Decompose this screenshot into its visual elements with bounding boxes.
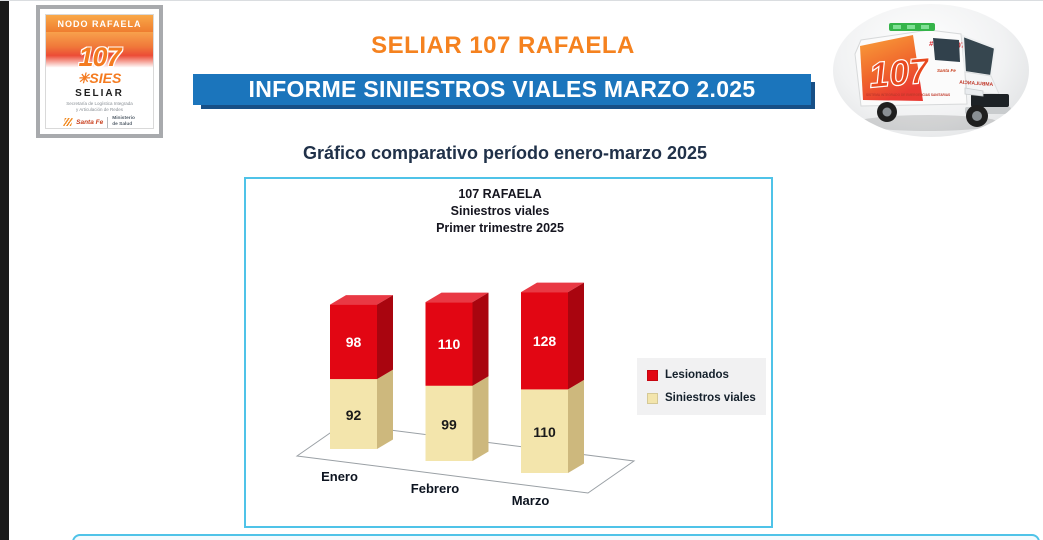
- bar-front-face: [330, 379, 377, 449]
- santa-fe-logo-text: Santa Fe: [76, 118, 104, 126]
- bar-side-face: [472, 376, 489, 461]
- legend-swatch: [647, 369, 658, 381]
- sies-text: SIES: [89, 70, 122, 87]
- bar-front-face: [521, 292, 568, 390]
- legend-swatch: [647, 392, 658, 404]
- left-edge-bar: [0, 1, 9, 540]
- chart-title-line2: Siniestros viales: [450, 204, 550, 218]
- badge-card: NODO RAFAELA 107 ✳SIES SELIAR Secretaría…: [45, 14, 154, 129]
- page-title: SELIAR 107 RAFAELA: [371, 32, 635, 59]
- headlight: [964, 87, 984, 97]
- hood-mirrored-text: AMBULANCIA: [959, 80, 994, 88]
- chart-value-label: 110: [438, 336, 461, 352]
- ministerio-line2: de Salud: [112, 122, 133, 128]
- badge-footer: Santa Fe Ministerio de Salud: [46, 116, 153, 128]
- bar-top-face: [425, 292, 489, 303]
- chart-title-line1: 107 RAFAELA: [458, 187, 542, 201]
- van-side-number: 107: [867, 49, 932, 95]
- chart-value-label: Marzo: [512, 493, 550, 508]
- badge-subtitle: Secretaría de Logística Integrada y Arti…: [46, 101, 153, 113]
- chart-value-label: 110: [533, 424, 556, 440]
- legend-item: Lesionados: [647, 369, 756, 381]
- van-santa-fe-text: Santa Fe: [937, 68, 956, 73]
- bar-front-face: [425, 385, 473, 461]
- chart-value-label: 128: [533, 333, 557, 349]
- section-heading: Gráfico comparativo período enero-marzo …: [302, 143, 708, 163]
- legend-label: Lesionados: [665, 369, 729, 381]
- ambulance-photo: 107 #SIES 107 SISTEMA INTEGRADO DE EMERG…: [833, 4, 1029, 137]
- bar-front-face: [425, 302, 473, 386]
- lightbar-segment: [907, 25, 915, 29]
- bottom-section-bar: [72, 534, 1040, 540]
- windshield: [961, 34, 997, 78]
- bar-side-face: [472, 292, 489, 386]
- bar-side-face: [568, 379, 584, 473]
- badge-footer-divider: [107, 116, 109, 128]
- front-grille: [971, 94, 1009, 107]
- side-orange-graphic: [860, 35, 923, 101]
- badge-subtitle-line2: y Articulación de Redes: [75, 107, 124, 113]
- santa-fe-flame-icon: [63, 118, 73, 127]
- rear-wheel-hub: [882, 107, 892, 117]
- bar-front-face: [521, 389, 568, 473]
- chart-value-label: Enero: [321, 469, 358, 484]
- nodo-rafaela-badge: NODO RAFAELA 107 ✳SIES SELIAR Secretaría…: [36, 5, 163, 138]
- cab-side-window: [933, 38, 960, 62]
- chart-legend: Lesionados Siniestros viales: [637, 358, 766, 415]
- stacked-bar-chart: 98 92 Enero 110 99 Febrero 128 110 Marzo: [295, 282, 636, 508]
- ministerio-line1: Ministerio: [112, 116, 135, 122]
- badge-sies-brand: ✳SIES: [46, 71, 153, 86]
- bar-top-face: [521, 282, 584, 293]
- chart-value-label: 99: [441, 416, 457, 432]
- sies-star-icon: ✳: [77, 70, 90, 87]
- front-wheel-hub: [972, 111, 982, 121]
- bar-side-face: [377, 295, 393, 380]
- van-side-caption: SISTEMA INTEGRADO DE EMERGENCIAS SANITAR…: [866, 93, 950, 97]
- chart-value-label: Febrero: [411, 481, 459, 496]
- badge-seliar-name: SELIAR: [75, 88, 124, 100]
- chart-value-label: 98: [346, 334, 362, 350]
- report-banner: INFORME SINIESTROS VIALES MARZO 2.025: [193, 74, 811, 105]
- legend-label: Siniestros viales: [665, 392, 756, 404]
- bar-side-face: [568, 282, 584, 390]
- lightbar-segment: [921, 25, 929, 29]
- bar-top-face: [330, 295, 393, 305]
- legend-item: Siniestros viales: [647, 392, 756, 404]
- ministerio-salud-text: Ministerio de Salud: [112, 116, 135, 128]
- lightbar-segment: [893, 25, 901, 29]
- ambulance-illustration: 107 #SIES 107 SISTEMA INTEGRADO DE EMERG…: [854, 23, 1011, 131]
- badge-header: NODO RAFAELA: [46, 15, 153, 32]
- badge-107-number: 107: [78, 42, 121, 73]
- chart-value-label: 92: [346, 407, 362, 423]
- chart-title: 107 RAFAELA Siniestros viales Primer tri…: [244, 186, 756, 237]
- bar-side-face: [377, 369, 393, 449]
- bar-front-face: [330, 304, 377, 380]
- chart-title-line3: Primer trimestre 2025: [436, 221, 564, 235]
- badge-gradient: 107: [46, 32, 153, 73]
- badge-subtitle-line1: Secretaría de Logística Integrada: [66, 101, 133, 107]
